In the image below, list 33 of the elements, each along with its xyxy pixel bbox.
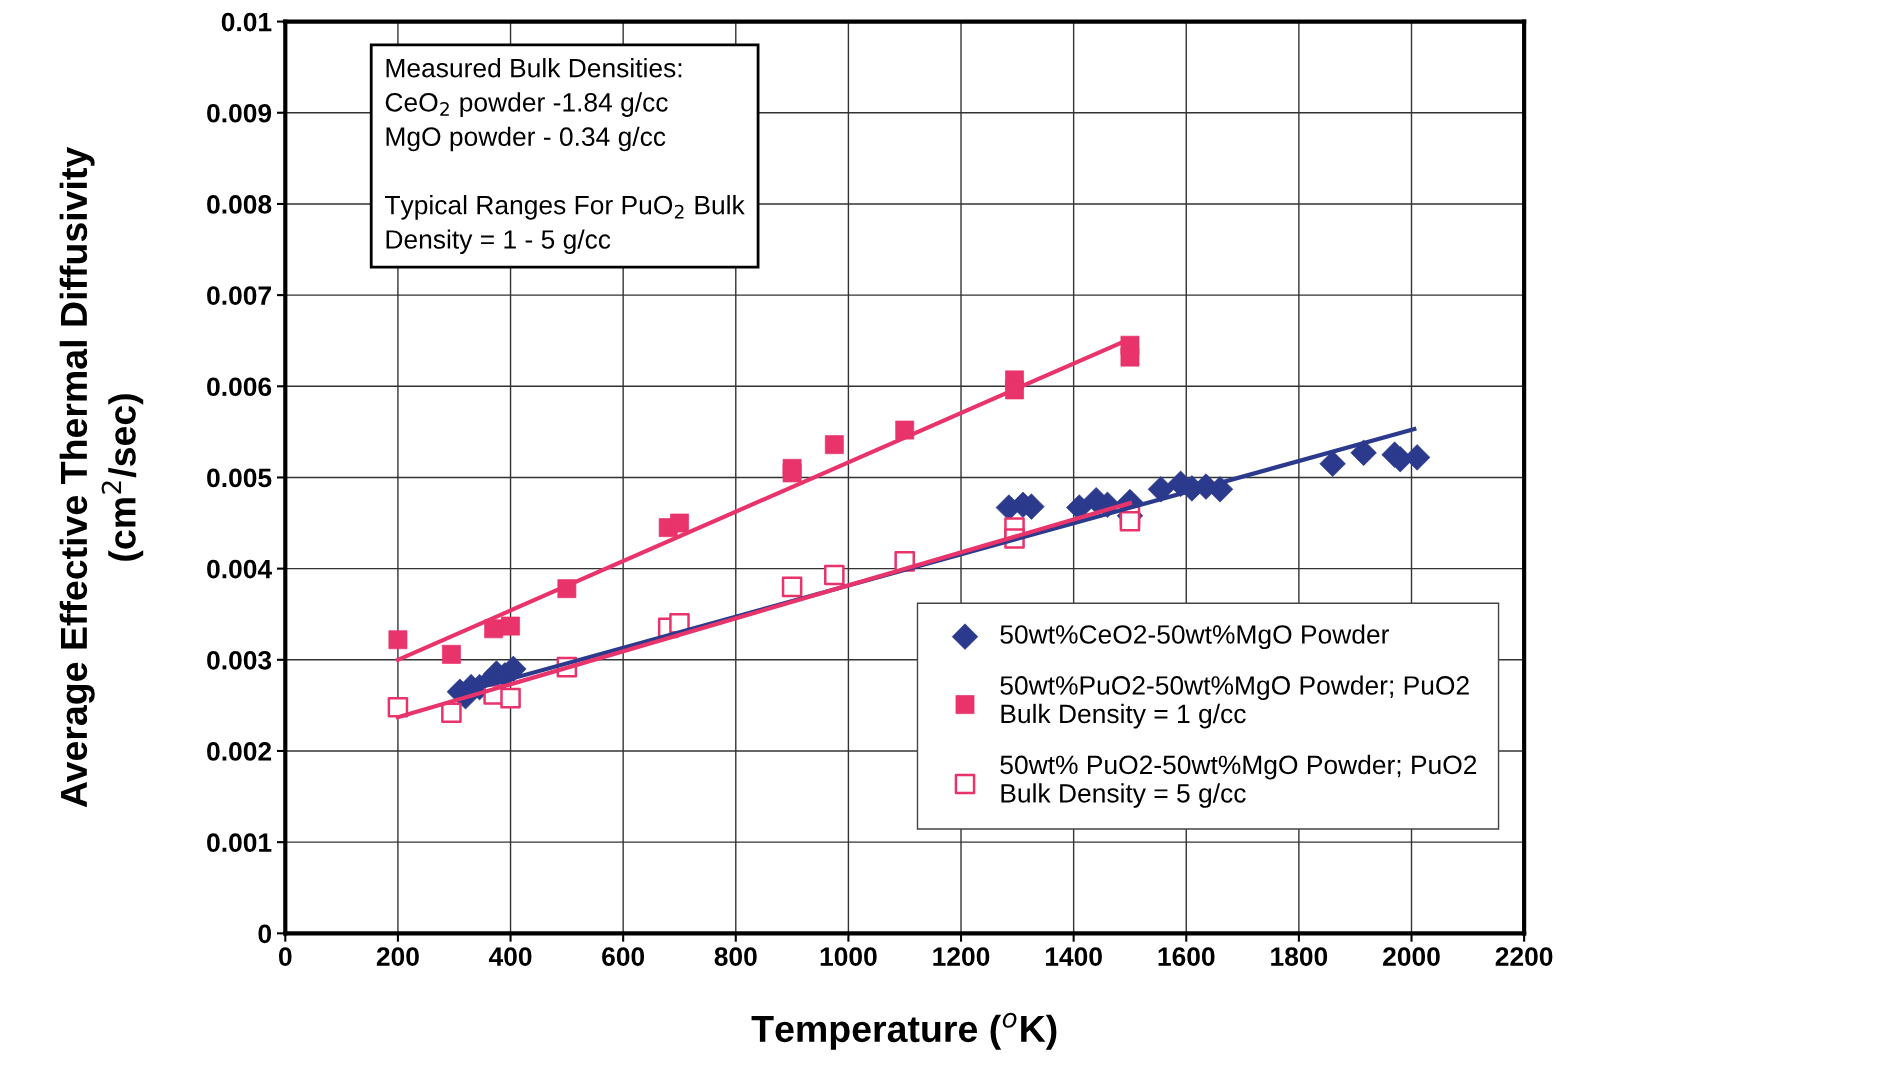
x-axis-title: Temperature ($^{o}$K) — [751, 1012, 1057, 1050]
x-tick-label: 1200 — [933, 947, 990, 966]
point — [500, 687, 521, 709]
x-tick-label: 1400 — [1045, 947, 1102, 966]
y-tick-label: 0.009 — [207, 103, 272, 123]
point — [824, 564, 845, 586]
x-tick-label: 1800 — [1271, 947, 1328, 966]
y-tick-label: 0.004 — [207, 559, 272, 579]
legend-label: 50wt%PuO2-50wt%MgO Powder; PuO2 Bulk Density = 1 g/cc — [1000, 675, 1469, 729]
y-axis-title: Average Effective Thermal Diffusivity (cm$^{2}$/sec) — [59, 146, 144, 808]
y-tick-label: 0.006 — [207, 377, 272, 397]
x-tick-label: 800 — [714, 947, 757, 966]
y-tick-label: 0.001 — [207, 833, 272, 852]
y-tick-label: 0.01 — [221, 12, 272, 32]
point — [441, 702, 462, 723]
x-tick-label: 600 — [602, 947, 645, 966]
y-tick-label: 0.003 — [207, 650, 272, 670]
x-tick-label: 1000 — [820, 947, 877, 966]
x-tick-label: 200 — [376, 947, 419, 966]
x-tick-label: 400 — [488, 947, 532, 966]
y-tick-label: 0 — [258, 924, 272, 944]
point — [781, 576, 803, 598]
y-tick-label: 0.005 — [207, 468, 272, 488]
x-tick-label: 0 — [279, 947, 292, 966]
y-tick-label: 0.007 — [207, 286, 271, 305]
y-tick-label: 0.002 — [207, 742, 272, 761]
x-tick-label: 1600 — [1158, 947, 1215, 966]
legend-label: 50wt%CeO2-50wt%MgO Powder — [1000, 624, 1389, 650]
x-tick-label: 2200 — [1495, 947, 1553, 966]
y-tick-label: 0.008 — [207, 195, 272, 214]
legend-label: 50wt% PuO2-50wt%MgO Powder; PuO2 Bulk Density = 5 g/cc — [1000, 754, 1477, 808]
x-tick-label: 2000 — [1383, 947, 1440, 966]
text: Measured Bulk Densities: CeO$_{2}$ powder -1.84 g/cc MgO powder - 0.34 g/cc Typical Ranges For PuO$_{2}$ Bulk Density = 1 - 5 g/cc — [385, 58, 745, 255]
